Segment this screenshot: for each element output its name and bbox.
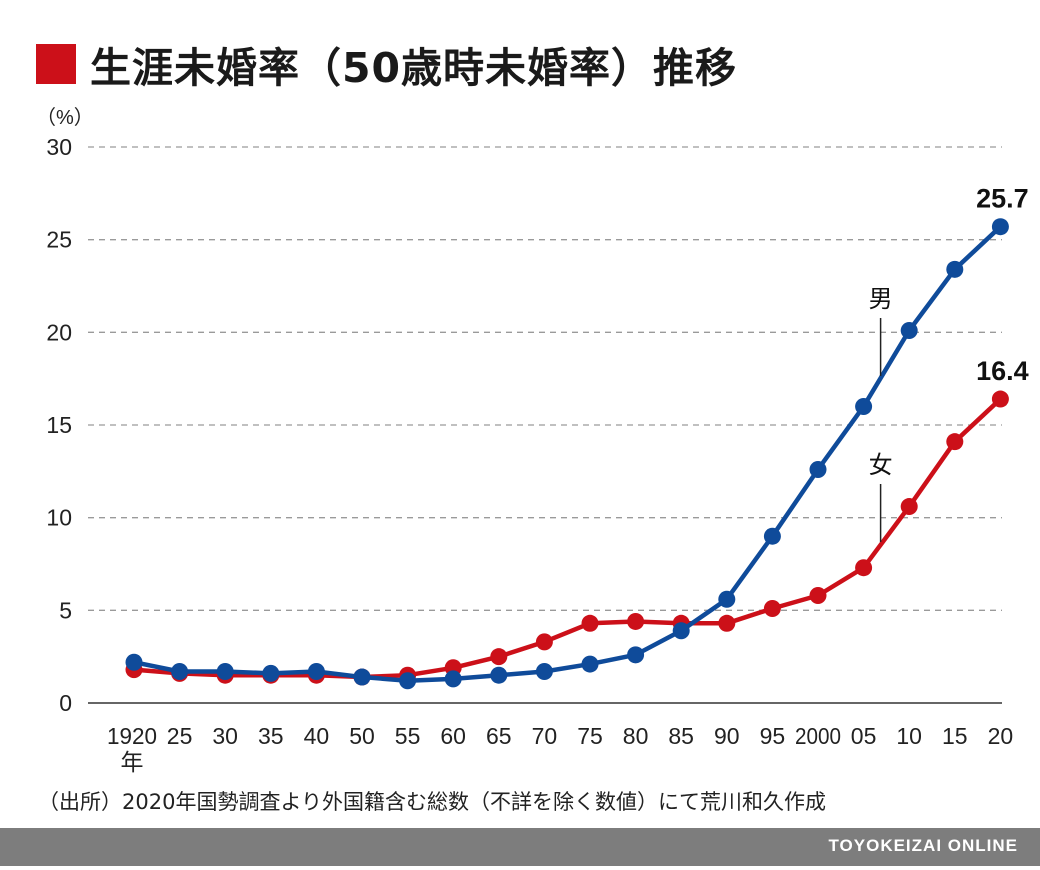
data-point-male [900,321,918,339]
data-point-female [535,633,553,651]
x-tick-label: 85 [668,723,694,749]
x-tick-label: 05 [851,723,877,749]
data-point-female [581,614,599,632]
data-point-male [535,662,553,680]
end-value-label: 16.4 [976,356,1029,386]
data-point-female [627,612,645,630]
data-point-male [718,590,736,608]
series-label-female: 女 [869,451,893,479]
x-tick-label: 65 [486,723,512,749]
x-tick-label: 10 [896,723,922,749]
data-point-male [763,527,781,545]
y-tick-label: 15 [46,412,72,438]
data-point-male [307,662,325,680]
y-axis-unit: （%） [36,106,94,129]
x-tick-label: 20 [988,723,1014,749]
x-tick-label: 40 [304,723,330,749]
data-point-male [171,662,189,680]
y-tick-label: 10 [46,505,72,531]
data-point-male [399,672,417,690]
footer-bar: TOYOKEIZAI ONLINE [0,828,1040,866]
data-point-female [855,559,873,577]
x-tick-label: 50 [349,723,375,749]
title-square-icon [36,44,76,84]
x-tick-label: 70 [532,723,558,749]
y-tick-label: 0 [59,690,72,716]
y-tick-label: 30 [46,134,72,160]
data-point-male [581,655,599,673]
data-point-female [946,433,964,451]
series-male [125,218,1009,690]
end-value-label: 25.7 [976,184,1029,214]
data-point-male [855,397,873,415]
x-tick-label: 60 [440,723,466,749]
x-tick-label: 30 [212,723,238,749]
series-female [125,390,1009,686]
x-tick-label: 2000 [795,723,841,749]
data-point-female [490,648,508,666]
y-tick-label: 20 [46,319,72,345]
x-tick-label-suffix: 年 [121,749,144,775]
series-line-female [133,397,1002,680]
data-point-male [672,622,690,640]
source-note: （出所）2020年国勢調査より外国籍含む総数（不詳を除く数値）にて荒川和久作成 [38,790,827,814]
y-tick-label: 5 [59,597,72,623]
series [125,218,1009,690]
data-point-male [444,670,462,688]
title-text: 生涯未婚率（50歳時未婚率）推移 [90,44,738,92]
chart-title: 生涯未婚率（50歳時未婚率）推移 [36,38,737,92]
series-label-male: 男 [869,285,893,313]
footer-brand: TOYOKEIZAI ONLINE [828,836,1018,855]
y-tick-label: 25 [46,227,72,253]
x-tick-label: 90 [714,723,740,749]
data-point-male [490,666,508,684]
data-point-male [125,653,143,671]
data-point-male [627,646,645,664]
labels: 25.7 16.4 男女 [869,184,1029,542]
gridlines [88,146,1002,611]
data-point-female [809,587,827,605]
data-point-female [991,390,1009,408]
data-point-male [262,664,280,682]
x-tick-label: 95 [760,723,786,749]
data-point-male [946,260,964,278]
x-tick-label: 55 [395,723,421,749]
x-tick-label: 1920 [107,723,157,749]
data-point-female [718,614,736,632]
x-tick-label: 80 [623,723,649,749]
data-point-female [763,599,781,617]
x-tick-label: 75 [577,723,603,749]
data-point-male [216,662,234,680]
x-tick-label: 25 [167,723,193,749]
x-tick-label: 35 [258,723,284,749]
data-point-male [809,460,827,478]
data-point-male [991,218,1009,236]
data-point-male [353,668,371,686]
data-point-female [900,498,918,516]
x-tick-label: 15 [942,723,968,749]
